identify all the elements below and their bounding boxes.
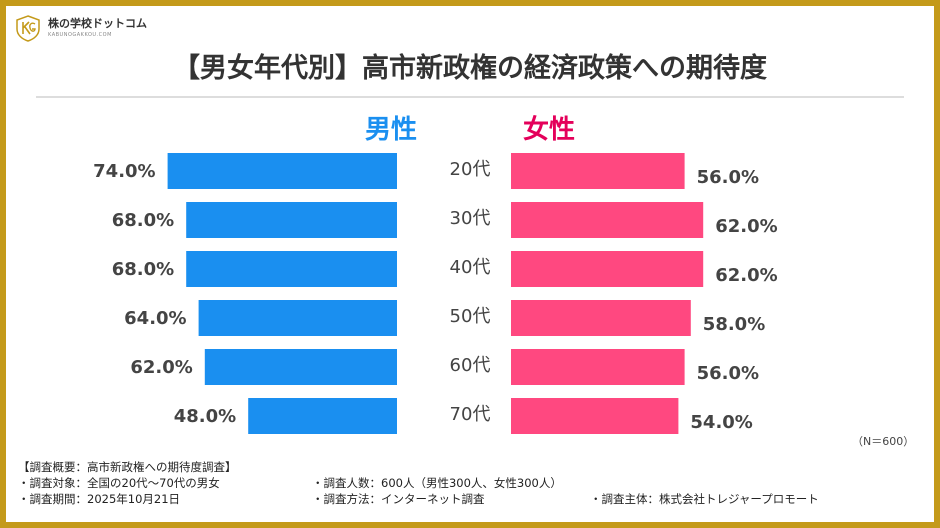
category-label-2: 30代 — [450, 208, 491, 229]
category-label-3: 40代 — [450, 257, 491, 278]
female-bar-6 — [511, 398, 679, 434]
male-bar-4 — [198, 300, 397, 336]
survey-count: ・調査人数：600人（男性300人、女性300人） — [312, 476, 562, 490]
logo-sub: KABUNOGAKKOU.COM — [48, 32, 112, 38]
series-label-female: 女性 — [523, 114, 575, 145]
category-label-6: 70代 — [450, 404, 491, 425]
male-bar-6 — [248, 398, 397, 434]
series-label-male: 男性 — [365, 115, 417, 145]
logo: 株の学校ドットコム KABUNOGAKKOU.COM — [14, 14, 147, 42]
logo-shield-icon — [16, 15, 40, 42]
logo-name: 株の学校ドットコム — [48, 17, 147, 30]
survey-period: ・調査期間：2025年10月21日 — [18, 492, 181, 506]
chart-title: 【男女年代別】高市新政権の経済政策への期待度 — [173, 53, 767, 84]
category-label-4: 50代 — [450, 306, 491, 327]
survey-heading: 【調査概要：高市新政権への期待度調査】 — [18, 460, 237, 474]
female-value-label-2: 62.0% — [715, 216, 777, 237]
male-bar-3 — [186, 251, 397, 287]
chart-card: 株の学校ドットコム KABUNOGAKKOU.COM 【男女年代別】高市新政権の… — [6, 6, 934, 522]
male-value-label-6: 48.0% — [174, 406, 236, 427]
male-value-label-5: 62.0% — [130, 357, 192, 378]
female-bar-4 — [511, 300, 691, 336]
female-value-label-6: 54.0% — [690, 412, 752, 433]
female-bar-3 — [511, 251, 704, 287]
male-value-label-1: 74.0% — [93, 161, 155, 182]
female-value-label-1: 56.0% — [697, 167, 759, 188]
male-value-label-3: 68.0% — [112, 259, 174, 280]
survey-target: ・調査対象：全国の20代〜70代の男女 — [18, 476, 220, 490]
male-bar-5 — [204, 349, 397, 385]
female-bar-5 — [511, 349, 685, 385]
female-bar-2 — [511, 202, 704, 238]
survey-method: ・調査方法：インターネット調査 — [312, 492, 485, 506]
female-value-label-4: 58.0% — [703, 314, 765, 335]
category-label-5: 60代 — [450, 355, 491, 376]
category-label-1: 20代 — [450, 159, 491, 180]
male-value-label-2: 68.0% — [112, 210, 174, 231]
title-divider — [36, 96, 904, 98]
male-bar-2 — [186, 202, 397, 238]
female-value-label-5: 56.0% — [697, 363, 759, 384]
survey-sponsor: ・調査主体：株式会社トレジャープロモート — [590, 492, 819, 506]
female-bar-1 — [511, 153, 685, 189]
male-value-label-4: 64.0% — [124, 308, 186, 329]
sample-size-note: （N＝600） — [852, 435, 915, 448]
female-value-label-3: 62.0% — [715, 265, 777, 286]
male-bar-1 — [167, 153, 397, 189]
